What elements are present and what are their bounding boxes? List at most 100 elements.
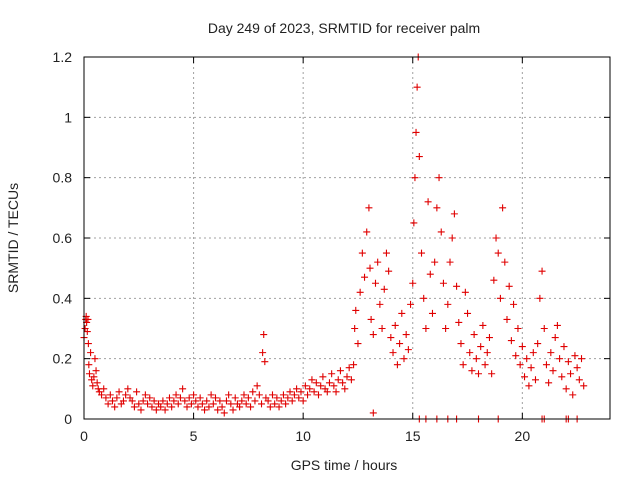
- data-point: [290, 391, 298, 399]
- data-point: [220, 409, 228, 417]
- data-point: [347, 376, 355, 384]
- data-point: [459, 361, 467, 369]
- data-point: [376, 300, 384, 308]
- data-point: [293, 385, 301, 393]
- data-point: [286, 388, 294, 396]
- data-point: [466, 349, 474, 357]
- data-point: [85, 361, 93, 369]
- data-point: [119, 397, 127, 405]
- data-point: [181, 397, 189, 405]
- data-point: [518, 343, 526, 351]
- data-point: [229, 406, 237, 414]
- data-point: [225, 391, 233, 399]
- data-point: [551, 334, 559, 342]
- y-tick-label: 0.8: [53, 170, 73, 186]
- data-point: [558, 373, 566, 381]
- data-point: [163, 400, 171, 408]
- data-point: [354, 340, 362, 348]
- data-point: [503, 315, 511, 323]
- data-point: [418, 249, 426, 257]
- data-point: [261, 358, 269, 366]
- data-point: [391, 321, 399, 329]
- data-point: [192, 397, 200, 405]
- data-point: [468, 367, 476, 375]
- data-point: [301, 382, 309, 390]
- y-tick-label: 0.2: [53, 351, 73, 367]
- data-point: [398, 309, 406, 317]
- data-point: [284, 394, 292, 402]
- data-point: [201, 406, 209, 414]
- data-point: [185, 394, 193, 402]
- data-point: [89, 382, 97, 390]
- data-point: [216, 397, 224, 405]
- data-point: [310, 388, 318, 396]
- data-point: [560, 343, 568, 351]
- y-tick-label: 1.2: [53, 49, 73, 65]
- data-point: [336, 367, 344, 375]
- data-point: [457, 340, 465, 348]
- data-point: [345, 364, 353, 372]
- data-points: [80, 53, 588, 423]
- data-point: [575, 376, 583, 384]
- data-point: [266, 403, 274, 411]
- y-tick-label: 1: [64, 109, 72, 125]
- data-point: [124, 385, 132, 393]
- data-point: [91, 355, 99, 363]
- data-point: [461, 288, 469, 296]
- data-point: [332, 388, 340, 396]
- tick-layer: 0 5 10 15 20 0 0.2 0.4 0.6 0.8 1 1.2: [53, 49, 610, 444]
- data-point: [499, 204, 507, 212]
- data-point: [455, 318, 463, 326]
- data-point: [139, 397, 147, 405]
- data-point: [323, 388, 331, 396]
- data-point: [415, 153, 423, 161]
- data-point: [444, 300, 452, 308]
- data-point: [420, 294, 428, 302]
- data-point: [573, 364, 581, 372]
- data-point: [207, 391, 215, 399]
- data-point: [556, 355, 564, 363]
- data-point: [369, 331, 377, 339]
- data-point: [253, 382, 261, 390]
- data-point: [146, 394, 154, 402]
- y-tick-label: 0.6: [53, 230, 73, 246]
- data-point: [389, 349, 397, 357]
- data-point: [411, 174, 419, 182]
- data-point: [488, 370, 496, 378]
- x-tick-label: 5: [190, 428, 198, 444]
- data-point: [297, 388, 305, 396]
- data-point: [295, 394, 303, 402]
- data-point: [472, 355, 480, 363]
- data-point: [85, 370, 93, 378]
- data-point: [172, 391, 180, 399]
- data-point: [369, 409, 377, 417]
- data-point: [222, 397, 230, 405]
- data-point: [516, 361, 524, 369]
- data-point: [98, 391, 106, 399]
- data-point: [424, 198, 432, 206]
- data-point: [562, 385, 570, 393]
- data-point: [251, 397, 259, 405]
- data-point: [190, 391, 198, 399]
- data-point: [549, 367, 557, 375]
- data-point: [255, 391, 263, 399]
- data-point: [264, 397, 272, 405]
- data-point: [521, 373, 529, 381]
- data-point: [540, 325, 548, 332]
- data-point: [260, 331, 268, 339]
- y-axis-label: SRMTID / TECUs: [5, 183, 21, 293]
- data-point: [170, 397, 178, 405]
- data-point: [464, 309, 472, 317]
- grid-layer: [84, 57, 610, 419]
- data-point: [426, 270, 434, 278]
- data-point: [249, 388, 257, 396]
- data-point: [380, 285, 388, 293]
- data-point: [194, 403, 202, 411]
- data-point: [374, 258, 382, 266]
- data-point: [343, 373, 351, 381]
- data-point: [536, 294, 544, 302]
- data-point: [358, 249, 366, 257]
- data-point: [83, 328, 91, 336]
- data-point: [483, 349, 491, 357]
- data-point: [135, 400, 143, 408]
